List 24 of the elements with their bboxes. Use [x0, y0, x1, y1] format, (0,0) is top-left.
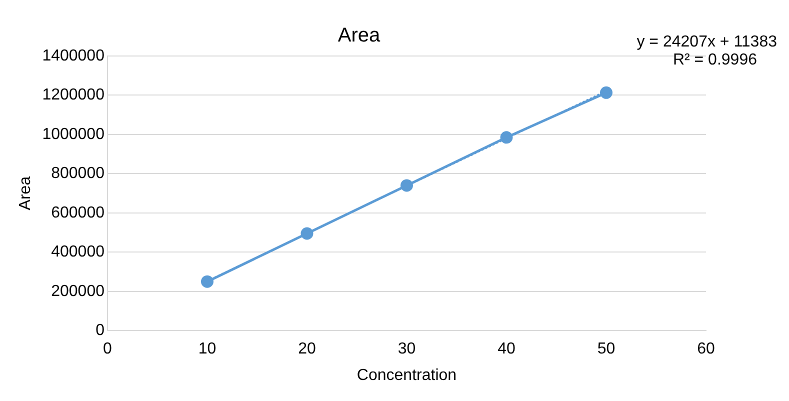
point [200, 275, 214, 288]
y-tick-label: 1400000 [42, 47, 105, 64]
x-tick-label: 30 [398, 340, 416, 358]
x-tick-label: 10 [198, 340, 216, 358]
point [500, 131, 513, 144]
x-tick-label: 40 [498, 340, 516, 358]
text: y = 24207x + 11383 [636, 33, 778, 50]
annotation: R² = 0.9996 [672, 51, 758, 68]
x-tick-label: 60 [697, 340, 715, 358]
y-tick-label: 400000 [51, 244, 105, 261]
x-axis-title: Concentration [356, 366, 457, 384]
y-tick-label: 1000000 [42, 126, 105, 143]
point [600, 86, 612, 99]
y-axis-title: Area [17, 176, 34, 210]
chart-title: Area [338, 24, 381, 47]
y-tick-label: 800000 [51, 165, 105, 182]
point [400, 179, 413, 192]
y-tick-label: 600000 [51, 204, 105, 222]
x-tick-label: 50 [597, 340, 616, 358]
y-tick-label: 200000 [51, 282, 105, 300]
y-tick-label: 1200000 [42, 86, 105, 104]
y-tick-label: 0 [96, 322, 105, 340]
x-tick-label: 20 [298, 340, 316, 358]
point [300, 227, 314, 240]
